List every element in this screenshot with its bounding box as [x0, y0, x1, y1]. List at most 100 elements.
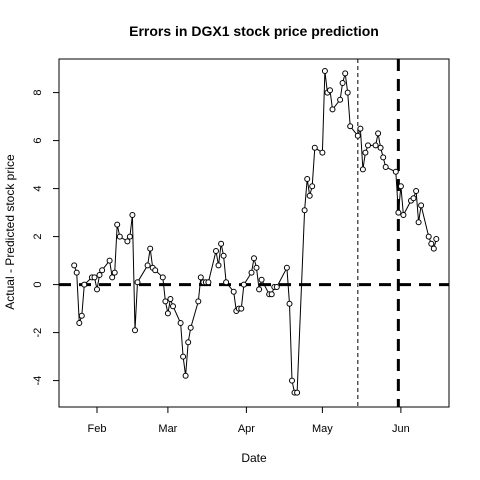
data-point: [306, 192, 313, 199]
data-point: [253, 264, 260, 271]
y-tick-label: 6: [32, 138, 44, 144]
data-point: [180, 353, 187, 360]
data-point: [94, 286, 100, 293]
data-point: [81, 281, 88, 288]
x-axis: Feb Mar Apr May Jun: [88, 407, 410, 435]
data-point: [230, 288, 237, 295]
data-point: [362, 149, 369, 156]
data-point: [377, 144, 384, 151]
data-point: [395, 209, 402, 216]
y-tick-label: 4: [32, 186, 44, 192]
x-axis-label: Date: [241, 451, 267, 465]
data-point: [273, 284, 280, 290]
data-point: [185, 339, 192, 346]
data-point: [114, 221, 121, 228]
data-point: [342, 70, 349, 77]
data-point: [430, 245, 437, 252]
data-point: [251, 255, 257, 262]
x-tick-label: Feb: [88, 423, 107, 435]
data-point: [418, 202, 425, 209]
data-point: [129, 212, 136, 218]
data-point: [372, 142, 379, 149]
data-point: [164, 310, 171, 317]
data-point: [111, 269, 118, 276]
y-tick-label: 2: [32, 234, 44, 240]
data-point: [78, 312, 85, 319]
data-point: [126, 233, 133, 240]
data-point: [286, 300, 293, 307]
x-tick-label: Mar: [158, 423, 177, 435]
data-point: [309, 183, 316, 190]
data-point: [76, 320, 83, 326]
data-point: [159, 274, 166, 281]
data-point: [99, 267, 106, 274]
series-line: [73, 70, 437, 394]
data-point: [321, 68, 328, 74]
x-tick-label: Jun: [392, 423, 410, 435]
data-point: [294, 389, 301, 396]
data-point: [304, 176, 311, 182]
data-point: [359, 166, 366, 173]
data-point: [400, 212, 407, 218]
data-point: [339, 80, 346, 86]
data-point: [162, 298, 169, 305]
data-point: [124, 238, 131, 245]
data-point: [382, 164, 389, 170]
y-tick-label: -2: [32, 328, 44, 338]
data-point: [197, 274, 204, 281]
data-point: [329, 106, 336, 113]
data-point: [223, 279, 230, 286]
data-point: [132, 327, 138, 334]
data-point: [415, 219, 422, 226]
data-point: [301, 207, 308, 214]
data-point: [73, 269, 80, 276]
data-point: [240, 281, 247, 288]
y-axis-label: Actual - Predicted stock price: [3, 154, 17, 310]
data-point: [289, 377, 295, 384]
data-point: [152, 267, 159, 274]
data-point: [96, 272, 103, 278]
data-point: [337, 96, 344, 103]
y-axis: -4 -2 0 2 4 6 8: [32, 90, 59, 386]
data-point: [365, 142, 371, 149]
data-point: [433, 236, 440, 242]
data-point: [218, 240, 225, 247]
data-point: [428, 240, 435, 247]
data-point: [220, 252, 227, 259]
y-tick-label: 8: [32, 90, 44, 96]
data-point: [410, 195, 417, 202]
data-point: [144, 262, 151, 269]
series-group: [71, 68, 440, 396]
data-point: [256, 286, 263, 293]
chart-title: Errors in DGX1 stock price prediction: [129, 23, 379, 39]
y-tick-label: -4: [32, 376, 44, 386]
data-point: [187, 324, 194, 331]
data-point: [425, 233, 432, 240]
data-point: [205, 279, 212, 286]
data-point: [167, 296, 174, 302]
data-point: [71, 262, 78, 269]
data-point: [91, 274, 98, 281]
reference-lines: [59, 59, 449, 407]
data-point: [354, 132, 361, 139]
data-point: [311, 144, 318, 151]
data-point: [106, 257, 113, 264]
data-point: [344, 89, 351, 96]
data-point: [109, 274, 116, 281]
data-point: [258, 276, 265, 283]
plot-frame: [58, 58, 450, 408]
x-tick-label: May: [312, 423, 333, 435]
data-point: [238, 305, 245, 312]
data-point: [177, 320, 184, 326]
data-point: [116, 233, 123, 240]
data-point: [375, 130, 382, 137]
data-point: [182, 372, 189, 379]
data-point: [195, 298, 202, 305]
data-point: [248, 269, 255, 276]
data-point: [283, 264, 290, 271]
data-point: [147, 245, 154, 252]
data-point: [413, 188, 420, 194]
data-point: [327, 87, 333, 94]
data-point: [380, 154, 387, 161]
data-point: [392, 168, 399, 175]
